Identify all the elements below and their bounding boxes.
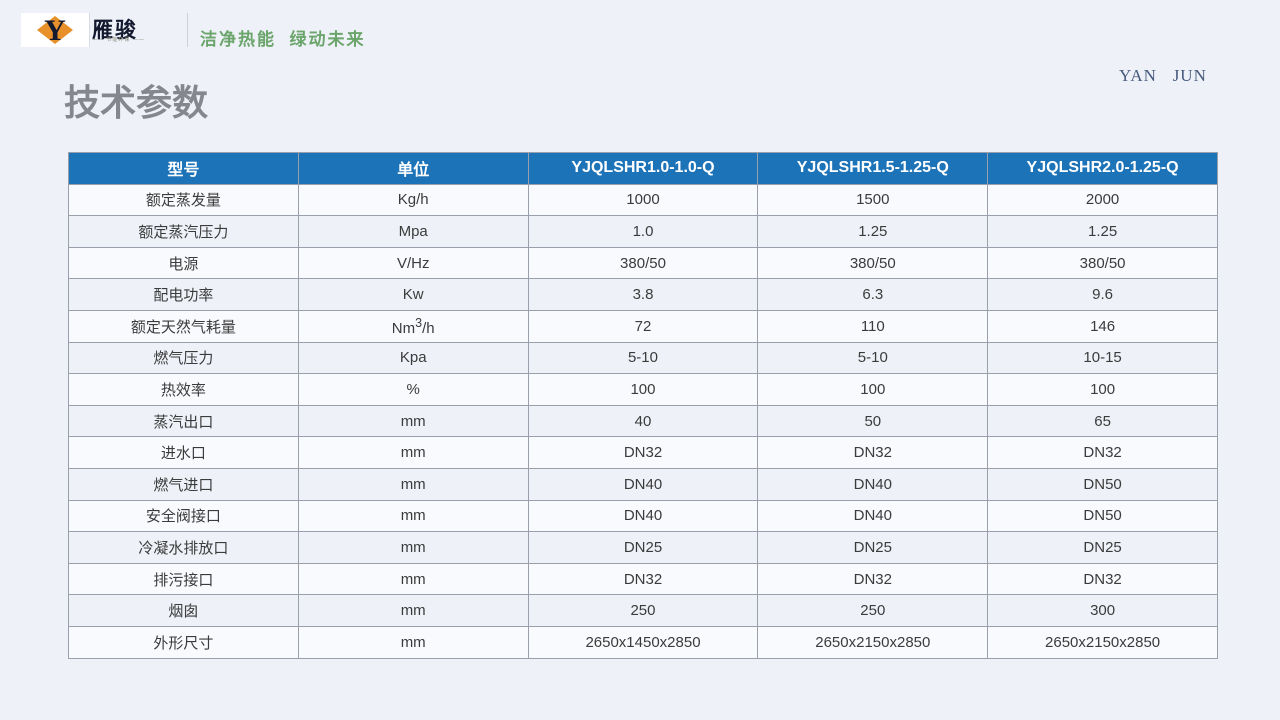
svg-text:Y: Y [44,14,66,47]
